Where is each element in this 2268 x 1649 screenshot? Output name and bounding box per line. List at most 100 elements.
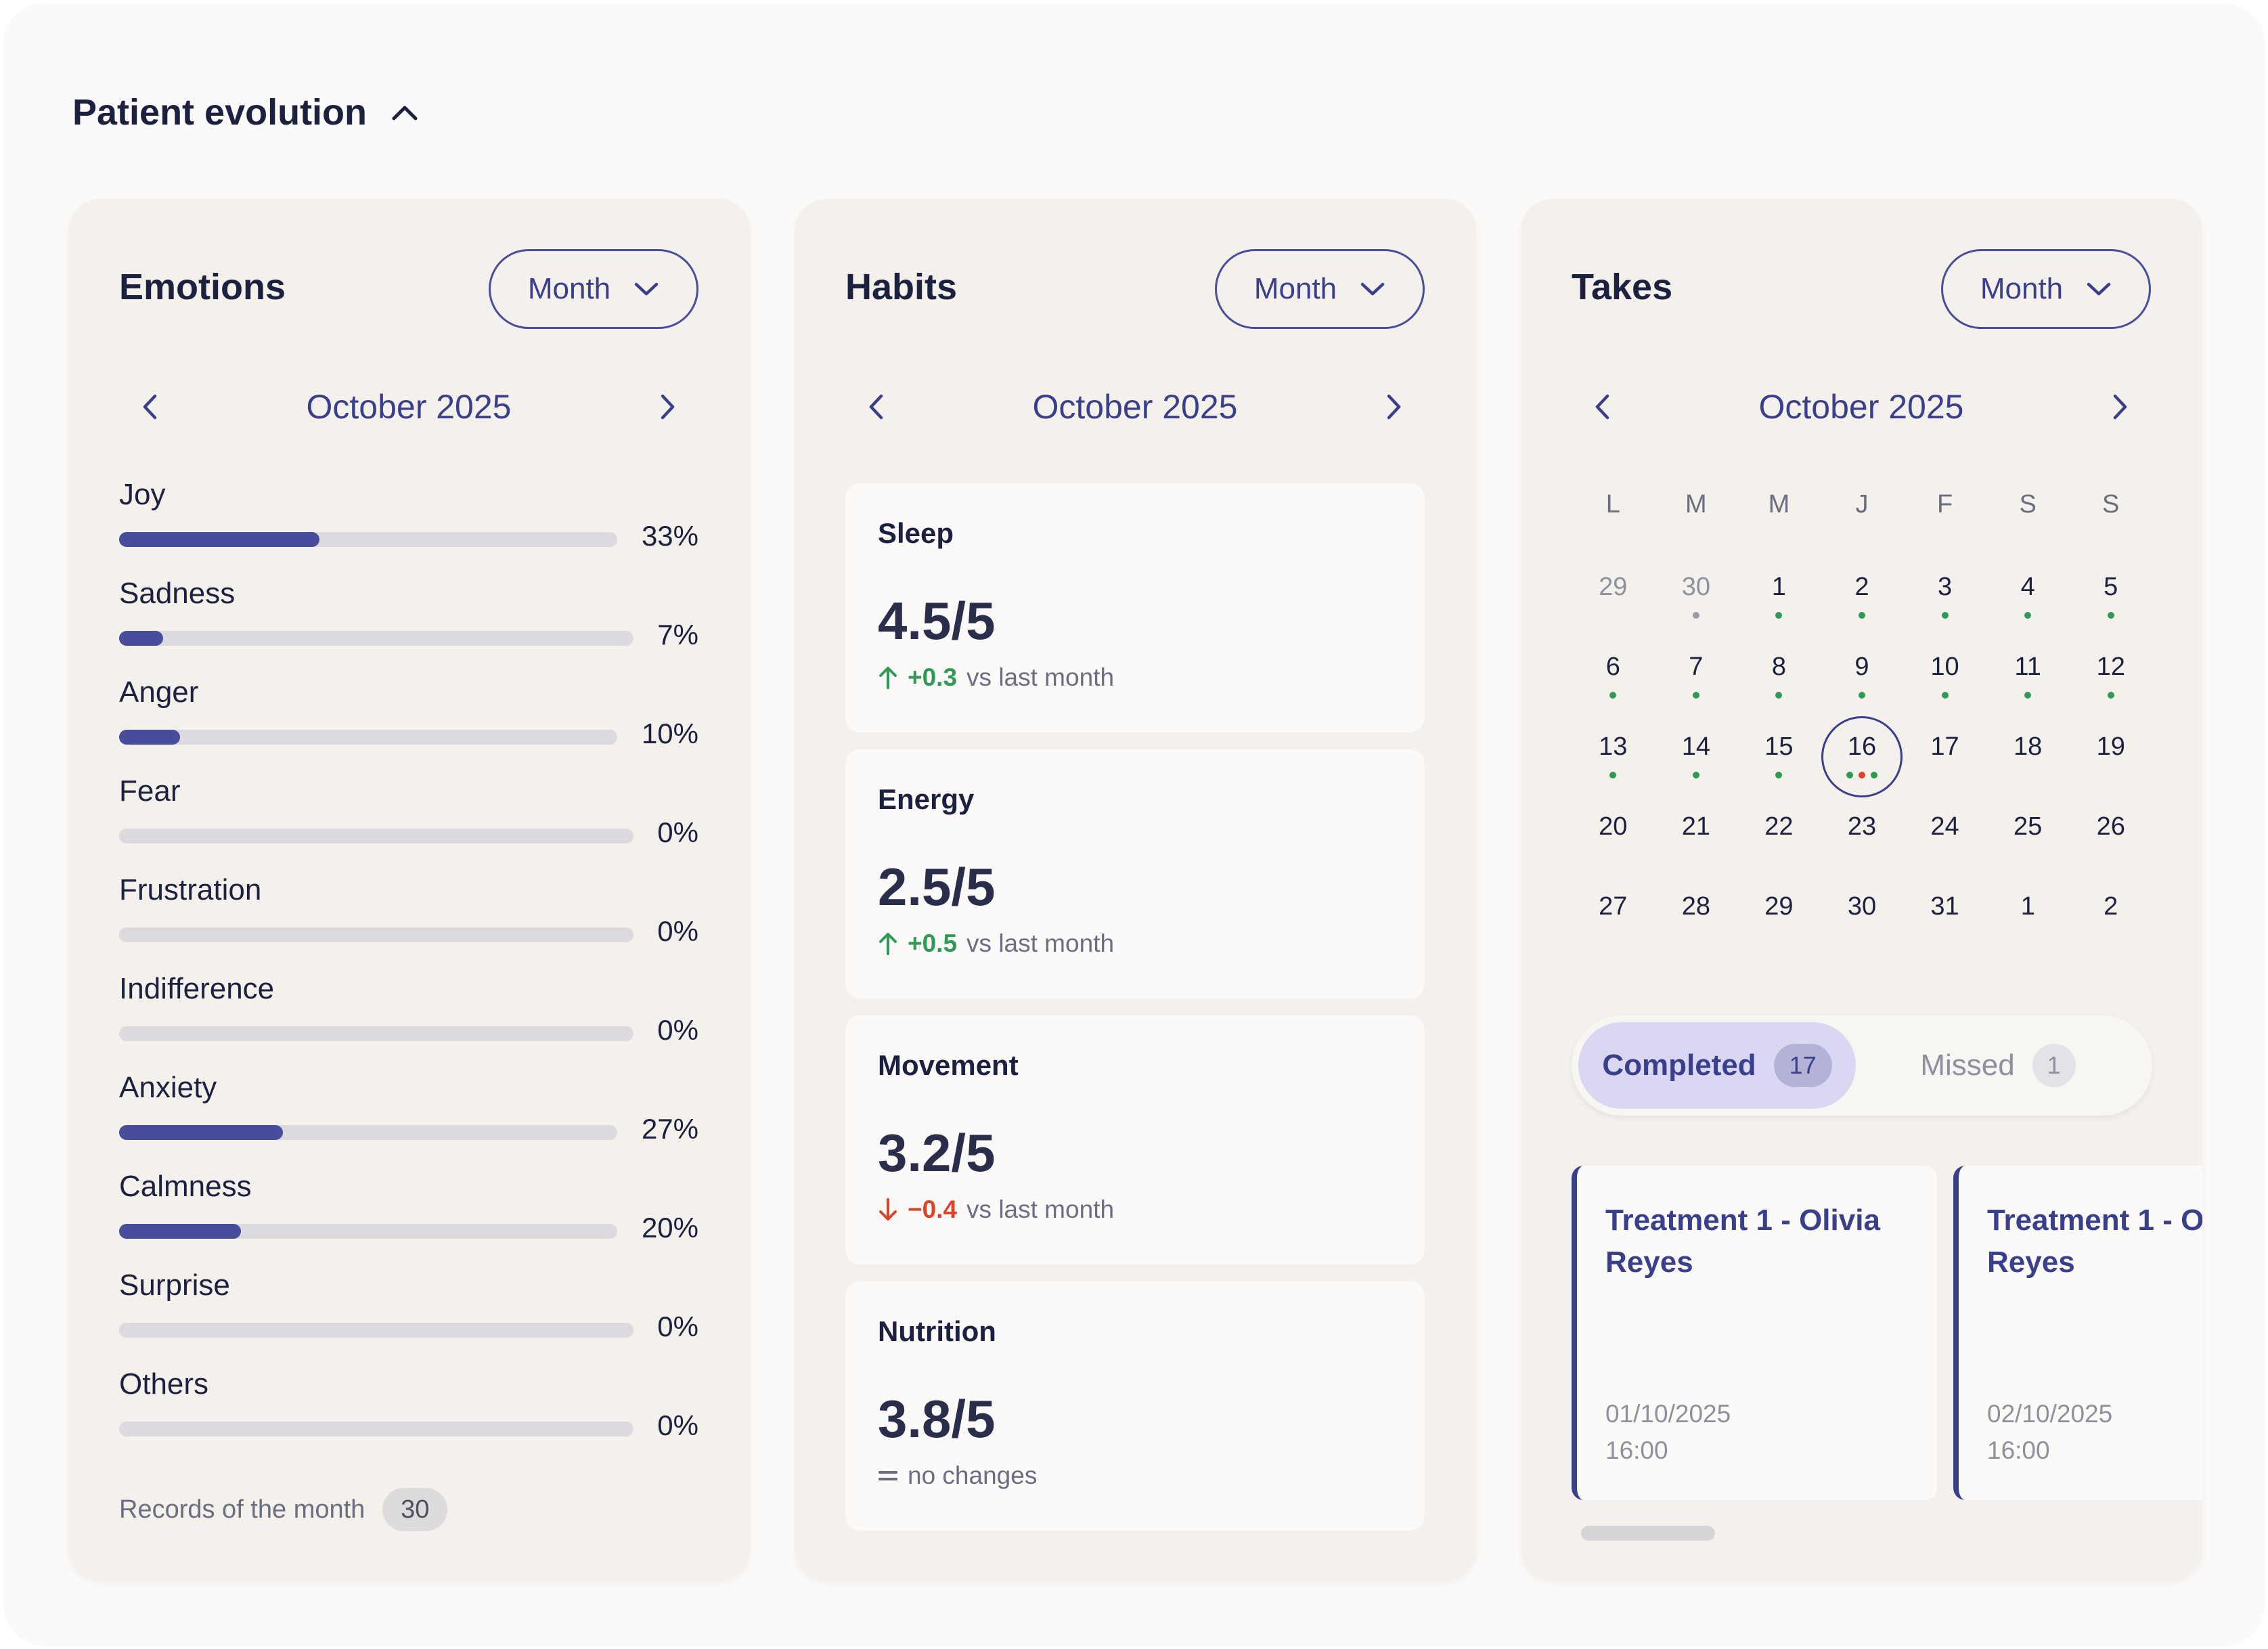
next-month-button[interactable]: [638, 376, 698, 437]
habit-name: Energy: [878, 783, 975, 815]
calendar-day[interactable]: 4: [1986, 566, 2070, 646]
calendar-day[interactable]: 21: [1655, 806, 1738, 885]
take-status-dots: [1986, 692, 2070, 699]
treatment-datetime: 02/10/2025 16:00: [1987, 1396, 2112, 1469]
chevron-right-icon: [2113, 394, 2127, 420]
day-number: 26: [2096, 812, 2125, 841]
calendar-day[interactable]: 27: [1572, 885, 1655, 965]
habit-card[interactable]: Movement 3.2/5 −0.4 vs last month: [845, 1015, 1425, 1265]
arrow-down-icon: [879, 1198, 897, 1221]
emotion-percent: 7%: [657, 619, 698, 651]
habit-card[interactable]: Nutrition 3.8/5 no changes: [845, 1281, 1425, 1531]
calendar-day[interactable]: 17: [1903, 726, 1986, 806]
calendar-day[interactable]: 2: [2069, 885, 2152, 965]
day-number: 14: [1681, 732, 1710, 761]
records-of-month: Records of the month 30: [119, 1488, 448, 1531]
section-header[interactable]: Patient evolution: [72, 89, 418, 135]
prev-month-button[interactable]: [845, 376, 906, 437]
take-status-dots: [1655, 692, 1738, 699]
emotion-percent: 10%: [641, 718, 698, 749]
day-number: 30: [1847, 892, 1877, 921]
take-status-dot: [2107, 692, 2114, 699]
treatment-card[interactable]: Treatment 1 - Olivia Reyes 01/10/2025 16:00: [1572, 1166, 1937, 1500]
emotion-row: Fear 0%: [119, 774, 698, 873]
calendar-week: 27 28 29 30 31 1 2: [1572, 885, 2152, 965]
calendar-day[interactable]: 24: [1903, 806, 1986, 885]
calendar-day[interactable]: 8: [1737, 646, 1821, 726]
calendar-day[interactable]: 22: [1737, 806, 1821, 885]
calendar-day[interactable]: 23: [1821, 806, 1904, 885]
take-status-dot: [1941, 612, 1949, 619]
take-status-dot: [2024, 612, 2032, 619]
calendar-day[interactable]: 14: [1655, 726, 1738, 806]
day-number: 1: [2020, 892, 2035, 921]
habit-score: 3.8/5: [878, 1389, 996, 1449]
calendar-day[interactable]: 15: [1737, 726, 1821, 806]
tab-completed[interactable]: Completed 17: [1578, 1022, 1856, 1109]
calendar-day[interactable]: 31: [1903, 885, 1986, 965]
carousel-scrollbar[interactable]: [1581, 1526, 1715, 1541]
day-number: 3: [1937, 573, 1953, 601]
calendar-day[interactable]: 2: [1821, 566, 1904, 646]
take-status-dots: [1903, 692, 1986, 699]
day-number: 18: [2013, 732, 2043, 761]
take-status-dot: [1870, 772, 1877, 778]
take-status-dot: [1775, 612, 1783, 619]
calendar-day-today[interactable]: 16: [1821, 716, 1904, 806]
habits-period-select[interactable]: Month: [1215, 249, 1425, 329]
habit-delta-suffix: vs last month: [966, 929, 1115, 957]
prev-month-button[interactable]: [119, 376, 180, 437]
calendar-day[interactable]: 25: [1986, 806, 2070, 885]
treatment-title: Treatment 1 - Olivia Reyes: [1987, 1200, 2202, 1283]
treatment-card[interactable]: Treatment 1 - Olivia Reyes 02/10/2025 16:00: [1953, 1166, 2202, 1500]
tab-missed[interactable]: Missed 1: [1896, 1022, 2099, 1109]
day-number: 29: [1599, 573, 1628, 601]
calendar-day[interactable]: 12: [2069, 646, 2152, 726]
emotion-bar-track: [119, 1323, 633, 1338]
chevron-up-icon[interactable]: [391, 104, 418, 121]
calendar-day[interactable]: 18: [1986, 726, 2070, 806]
habit-card[interactable]: Sleep 4.5/5 +0.3 vs last month: [845, 483, 1425, 732]
next-month-button[interactable]: [2090, 376, 2151, 437]
takes-period-select[interactable]: Month: [1941, 249, 2151, 329]
calendar-day[interactable]: 1: [1737, 566, 1821, 646]
calendar-day[interactable]: 5: [2069, 566, 2152, 646]
emotion-bar-track: [119, 927, 633, 942]
emotion-label: Indifference: [119, 972, 275, 1005]
take-status-dot: [1941, 692, 1949, 699]
calendar-day[interactable]: 3: [1903, 566, 1986, 646]
calendar-day[interactable]: 11: [1986, 646, 2070, 726]
emotion-percent: 27%: [641, 1113, 698, 1145]
prev-month-button[interactable]: [1572, 376, 1632, 437]
calendar-day[interactable]: 7: [1655, 646, 1738, 726]
emotion-percent: 0%: [657, 915, 698, 947]
missed-count-badge: 1: [2032, 1044, 2076, 1087]
take-status-dots: [1986, 612, 2070, 619]
calendar-day[interactable]: 26: [2069, 806, 2152, 885]
day-number: 6: [1605, 653, 1620, 681]
calendar-day[interactable]: 29: [1737, 885, 1821, 965]
take-status-dots: [1821, 692, 1904, 699]
next-month-button[interactable]: [1364, 376, 1425, 437]
emotions-period-select[interactable]: Month: [489, 249, 698, 329]
calendar-day[interactable]: 1: [1986, 885, 2070, 965]
habit-card[interactable]: Energy 2.5/5 +0.5 vs last month: [845, 749, 1425, 998]
take-status-dots: [1655, 612, 1738, 619]
treatment-datetime: 01/10/2025 16:00: [1605, 1396, 1731, 1469]
calendar-day[interactable]: 10: [1903, 646, 1986, 726]
calendar-day[interactable]: 30: [1655, 566, 1738, 646]
calendar-day[interactable]: 6: [1572, 646, 1655, 726]
calendar-day[interactable]: 13: [1572, 726, 1655, 806]
take-status-dot: [1858, 772, 1865, 778]
calendar-day[interactable]: 29: [1572, 566, 1655, 646]
calendar-day[interactable]: 28: [1655, 885, 1738, 965]
calendar-day[interactable]: 9: [1821, 646, 1904, 726]
emotion-row: Others 0%: [119, 1367, 698, 1466]
emotion-label: Anger: [119, 676, 199, 709]
weekday-label: F: [1936, 490, 1953, 519]
calendar-day[interactable]: 19: [2069, 726, 2152, 806]
today-ring: [1821, 716, 1903, 797]
calendar-day[interactable]: 30: [1821, 885, 1904, 965]
calendar-day[interactable]: 20: [1572, 806, 1655, 885]
day-number: 22: [1764, 812, 1794, 841]
